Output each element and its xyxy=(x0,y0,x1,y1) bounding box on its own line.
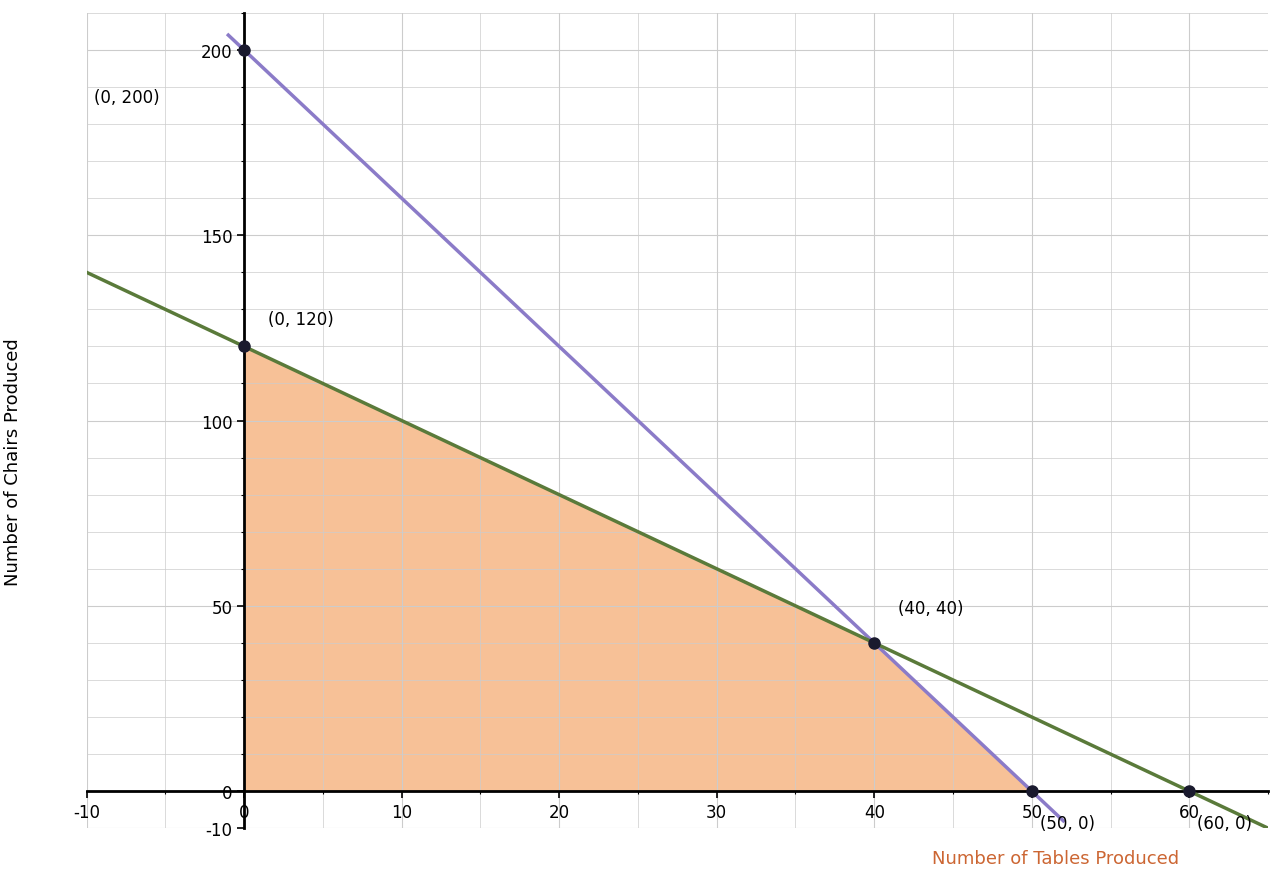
Text: (40, 40): (40, 40) xyxy=(897,600,963,617)
Y-axis label: Number of Chairs Produced: Number of Chairs Produced xyxy=(4,338,22,586)
Text: (60, 0): (60, 0) xyxy=(1197,814,1253,832)
Text: (0, 120): (0, 120) xyxy=(268,310,333,329)
X-axis label: Number of Tables Produced: Number of Tables Produced xyxy=(932,849,1179,866)
Polygon shape xyxy=(244,347,1032,791)
Text: (0, 200): (0, 200) xyxy=(95,89,160,107)
Text: (50, 0): (50, 0) xyxy=(1040,814,1095,832)
